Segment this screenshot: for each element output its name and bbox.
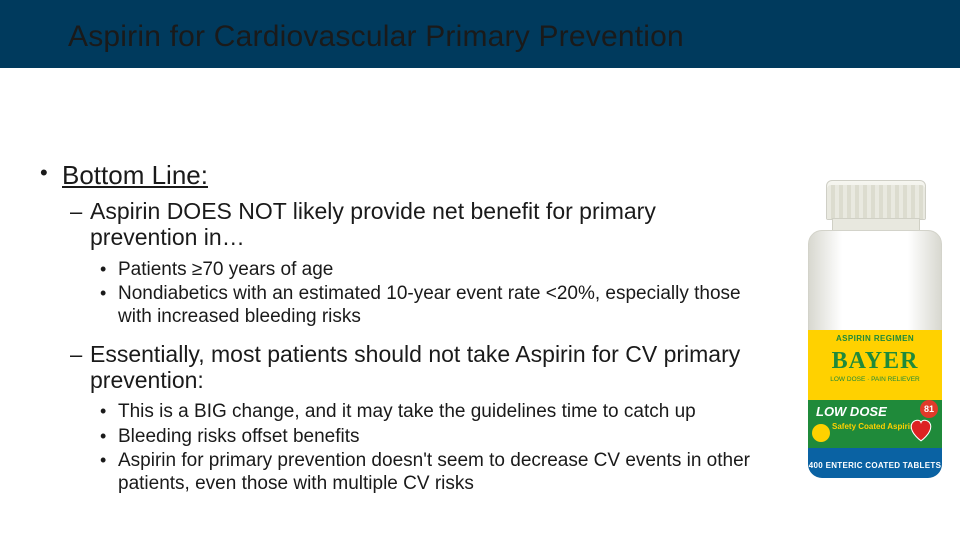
wave-white bbox=[0, 68, 960, 138]
l3-text: Nondiabetics with an estimated 10-year e… bbox=[118, 283, 766, 328]
l2-text-1: Aspirin DOES NOT likely provide net bene… bbox=[90, 199, 766, 251]
content-area: Bottom Line: Aspirin DOES NOT likely pro… bbox=[36, 160, 766, 509]
aspirin-bottle-illustration: ASPIRIN REGIMEN BAYER LOW DOSE · PAIN RE… bbox=[798, 180, 952, 480]
slide: Aspirin for Cardiovascular Primary Preve… bbox=[0, 0, 960, 540]
dose-badge: 81 bbox=[920, 400, 938, 418]
bullet-level-3b: This is a BIG change, and it may take th… bbox=[90, 401, 766, 495]
bottle-cap bbox=[826, 180, 926, 220]
l3-item: Patients ≥70 years of age bbox=[90, 259, 766, 281]
l3-item: Nondiabetics with an estimated 10-year e… bbox=[90, 283, 766, 328]
label-topline: ASPIRIN REGIMEN bbox=[808, 334, 942, 343]
l2-item-1: Aspirin DOES NOT likely provide net bene… bbox=[62, 199, 766, 328]
l3-item: This is a BIG change, and it may take th… bbox=[90, 401, 766, 423]
bullet-level-1: Bottom Line: Aspirin DOES NOT likely pro… bbox=[36, 160, 766, 495]
label-count: 400 ENTERIC COATED TABLETS bbox=[808, 461, 942, 470]
band-wave-mask bbox=[0, 68, 960, 138]
bullet-level-2: Aspirin DOES NOT likely provide net bene… bbox=[62, 199, 766, 495]
l3-text: Patients ≥70 years of age bbox=[118, 259, 766, 281]
l2-text-2: Essentially, most patients should not ta… bbox=[90, 342, 766, 394]
label-lowdose: LOW DOSE bbox=[816, 404, 887, 419]
l3-text: Bleeding risks offset benefits bbox=[118, 426, 766, 448]
l1-item: Bottom Line: Aspirin DOES NOT likely pro… bbox=[36, 160, 766, 495]
l3-item: Aspirin for primary prevention doesn't s… bbox=[90, 450, 766, 495]
bullet-level-3a: Patients ≥70 years of age Nondiabetics w… bbox=[90, 259, 766, 328]
l3-text: Aspirin for primary prevention doesn't s… bbox=[118, 450, 766, 495]
bottom-line-heading: Bottom Line: bbox=[62, 160, 766, 191]
bottle-label: ASPIRIN REGIMEN BAYER LOW DOSE · PAIN RE… bbox=[808, 330, 942, 478]
heart-icon bbox=[908, 418, 934, 442]
sun-icon bbox=[814, 426, 828, 440]
label-safety: Safety Coated Aspirin bbox=[832, 422, 915, 431]
l3-text: This is a BIG change, and it may take th… bbox=[118, 401, 766, 423]
header-band: Aspirin for Cardiovascular Primary Preve… bbox=[0, 0, 960, 122]
l3-item: Bleeding risks offset benefits bbox=[90, 426, 766, 448]
label-brand: BAYER bbox=[808, 348, 942, 375]
label-subline: LOW DOSE · PAIN RELIEVER bbox=[808, 376, 942, 383]
slide-title: Aspirin for Cardiovascular Primary Preve… bbox=[68, 20, 684, 54]
l2-item-2: Essentially, most patients should not ta… bbox=[62, 342, 766, 495]
